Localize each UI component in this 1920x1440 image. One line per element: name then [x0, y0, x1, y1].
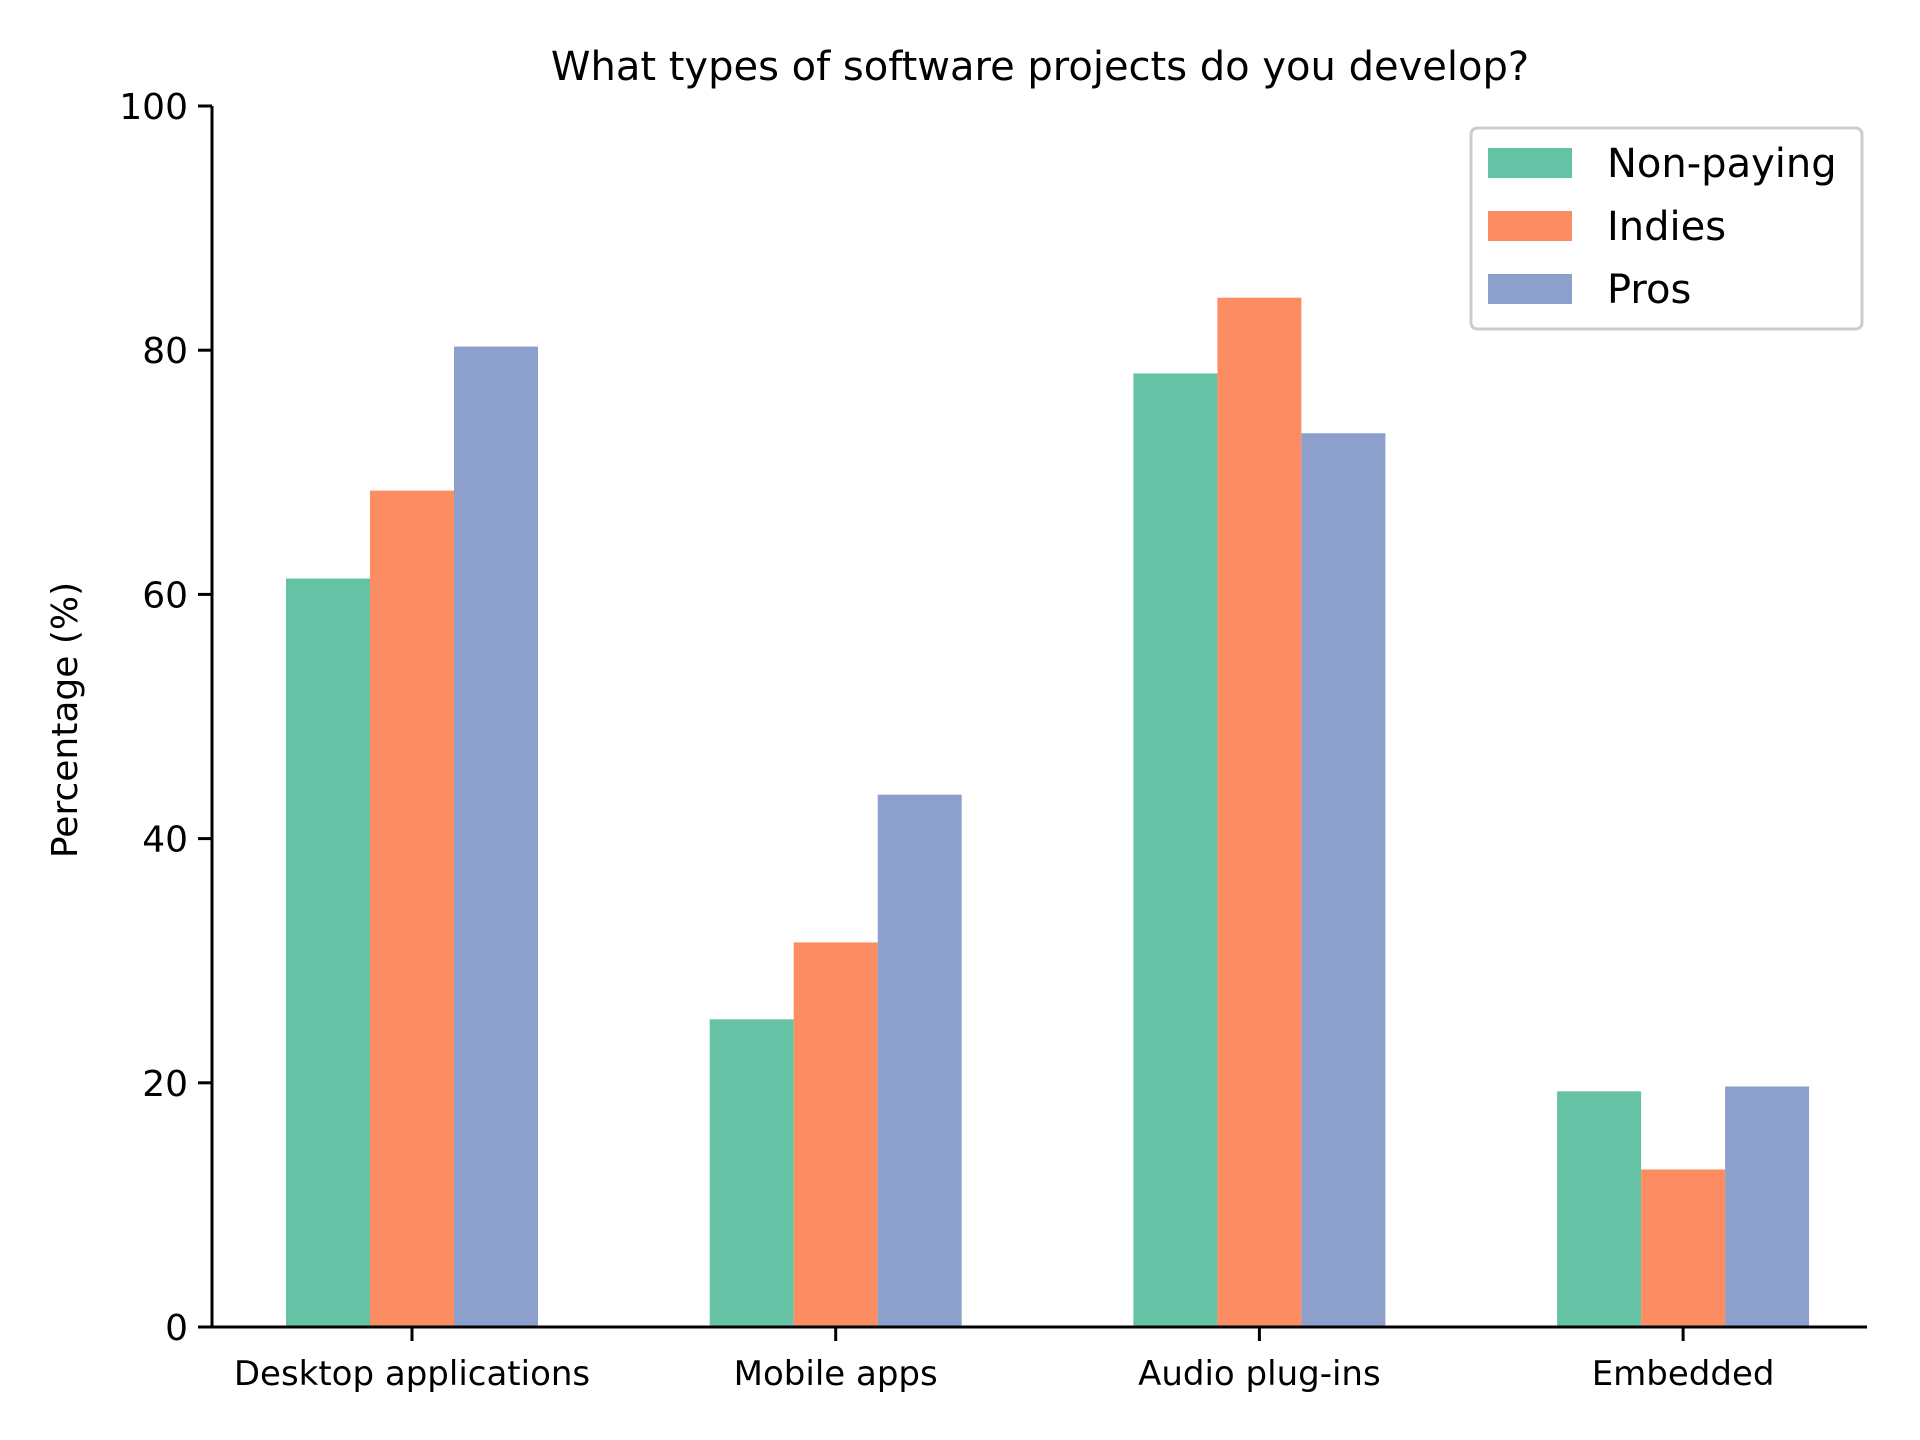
bar-non-paying-1: [709, 1019, 794, 1327]
y-tick-label: 100: [119, 87, 188, 128]
y-tick-label: 60: [142, 575, 188, 616]
chart-title: What types of software projects do you d…: [551, 44, 1529, 90]
bar-non-paying-0: [286, 578, 370, 1327]
bar-indies-2: [1217, 297, 1302, 1327]
x-tick-label: Embedded: [1592, 1354, 1775, 1394]
bar-indies-3: [1641, 1169, 1726, 1327]
bar-indies-1: [793, 942, 878, 1327]
bar-pros-1: [877, 794, 962, 1327]
legend-swatch-indies: [1488, 211, 1572, 241]
y-tick-label: 20: [142, 1064, 188, 1105]
bar-pros-3: [1725, 1086, 1810, 1327]
x-tick-label: Desktop applications: [234, 1354, 590, 1394]
legend: Non-paying Indies Pros: [1469, 126, 1864, 331]
legend-label-indies: Indies: [1607, 204, 1726, 250]
bar-pros-0: [454, 346, 538, 1327]
y-tick-label: 40: [142, 820, 188, 861]
x-tick-label: Audio plug-ins: [1138, 1354, 1381, 1394]
bar-indies-0: [370, 490, 454, 1327]
legend-swatch-non-paying: [1488, 148, 1572, 178]
x-tick-label: Mobile apps: [734, 1354, 938, 1394]
bar-non-paying-3: [1557, 1091, 1642, 1327]
legend-label-pros: Pros: [1607, 267, 1691, 313]
y-tick-label: 80: [142, 331, 188, 372]
legend-label-non-paying: Non-paying: [1607, 141, 1837, 187]
y-tick-label: 0: [165, 1308, 188, 1349]
bar-non-paying-2: [1133, 373, 1218, 1327]
bar-pros-2: [1301, 433, 1386, 1327]
y-axis-label: Percentage (%): [45, 582, 86, 858]
legend-swatch-pros: [1488, 274, 1572, 304]
